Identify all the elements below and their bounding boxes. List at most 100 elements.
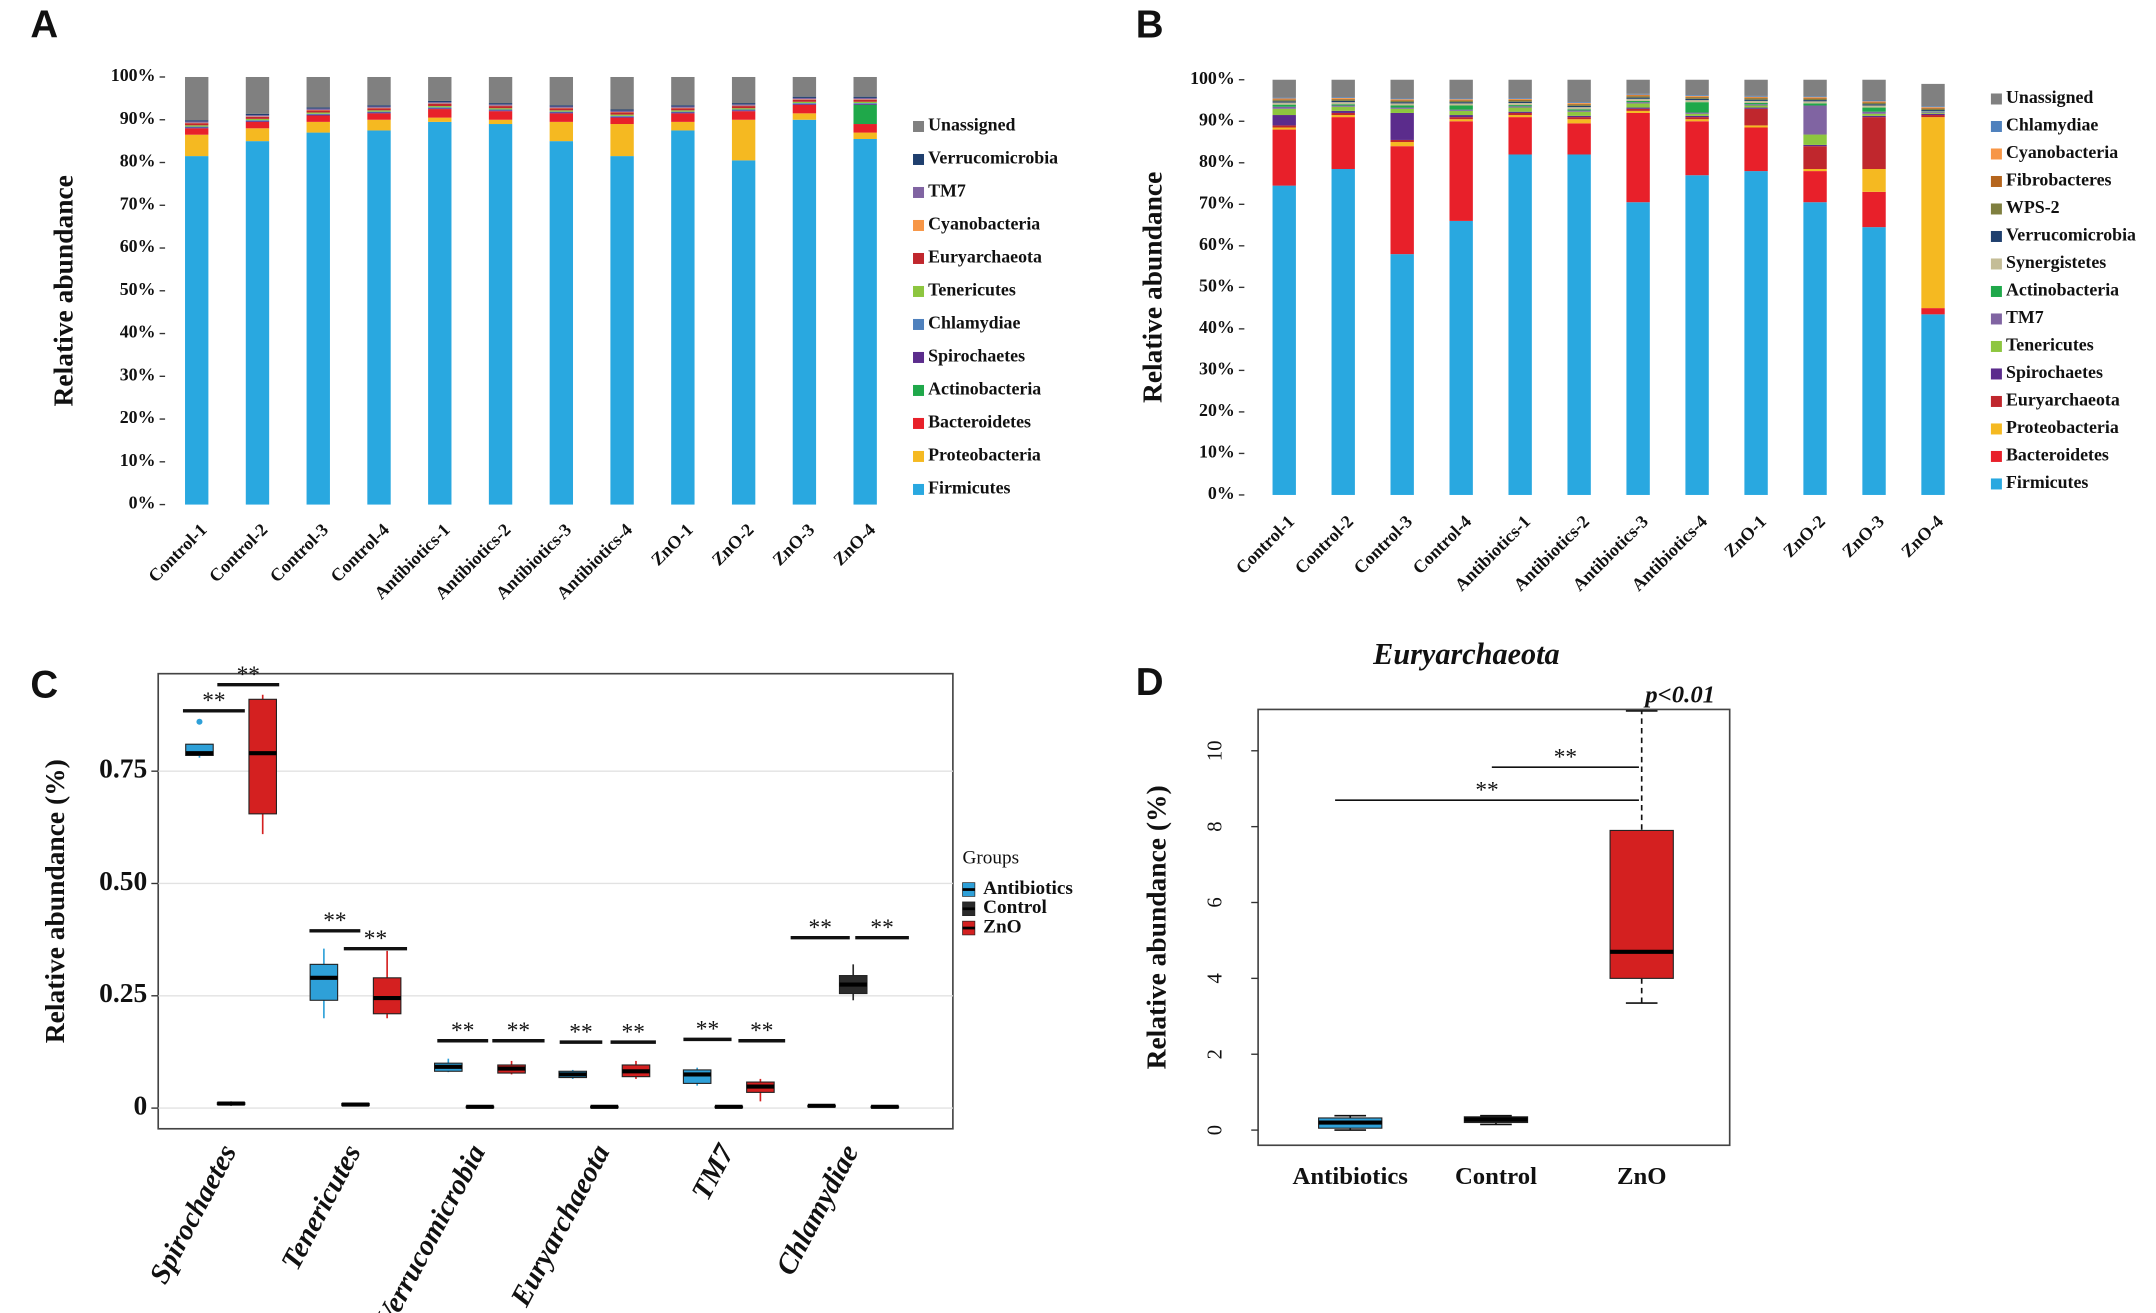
bar-segment — [185, 134, 209, 157]
bar-segment — [185, 120, 209, 122]
bar-segment — [245, 118, 270, 121]
bar-segment — [1390, 146, 1414, 255]
bar-segment — [792, 104, 817, 114]
legend-label: Actinobacteria — [928, 379, 1041, 399]
bar-segment — [1626, 79, 1650, 94]
legend-label: Euryarchaeota — [928, 247, 1042, 267]
bar-segment — [1390, 100, 1414, 101]
legend-swatch — [913, 219, 925, 231]
legend-swatch — [913, 384, 925, 396]
bar-segment — [1449, 79, 1473, 99]
bar-segment — [610, 115, 634, 117]
significance-label: ** — [364, 926, 387, 952]
bar-segment — [549, 108, 574, 111]
bar-segment — [1567, 104, 1591, 106]
legend-label: Cyanobacteria — [928, 214, 1040, 234]
legend-swatch — [1990, 395, 2002, 407]
legend-label: Tenericutes — [928, 280, 1016, 300]
significance-label: ** — [569, 1019, 592, 1045]
bar-segment — [428, 103, 452, 107]
legend-swatch — [1990, 285, 2002, 297]
bar-segment — [306, 114, 330, 116]
bar-segment — [1449, 109, 1473, 111]
y-tick-label: 100% — [1190, 68, 1235, 88]
bar-segment — [1449, 103, 1473, 106]
y-tick-label: 4 — [1205, 973, 1227, 983]
bar-segment — [1862, 111, 1886, 114]
bar-segment — [1685, 117, 1709, 120]
bar-segment — [1626, 94, 1650, 96]
bar-segment — [1862, 115, 1886, 118]
y-tick-label: 100% — [111, 65, 156, 85]
y-tick-label: 50% — [120, 279, 156, 299]
bar-segment — [1685, 95, 1709, 96]
bar-segment — [549, 121, 574, 142]
bar-segment — [1331, 110, 1355, 113]
box — [185, 743, 214, 756]
bar-segment — [1744, 125, 1768, 128]
bar-segment — [1272, 104, 1296, 107]
bar-segment — [1508, 102, 1532, 106]
bar-segment — [671, 108, 695, 111]
bar-segment — [1272, 127, 1296, 130]
bar-segment — [488, 103, 513, 105]
bar-segment — [1921, 107, 1945, 109]
bar-segment — [610, 109, 634, 111]
bar-segment — [549, 76, 574, 106]
bar-segment — [428, 109, 452, 118]
significance-label: ** — [507, 1018, 530, 1044]
bar-segment — [1390, 139, 1414, 143]
bar-segment — [1567, 103, 1591, 105]
box — [248, 698, 278, 815]
bar-segment — [1862, 101, 1886, 103]
legend-swatch — [1990, 450, 2002, 462]
bar-segment — [1626, 100, 1650, 103]
bar-segment — [185, 126, 209, 128]
y-tick-label: 0.50 — [99, 866, 147, 896]
bar-segment — [367, 110, 391, 112]
bar-segment — [1390, 103, 1414, 106]
bar-segment — [1626, 112, 1650, 203]
bar-segment — [1567, 102, 1591, 104]
bar-segment — [1744, 95, 1768, 97]
bar-segment — [1449, 121, 1473, 221]
bar-segment — [1508, 98, 1532, 99]
bar-segment — [1862, 102, 1886, 105]
bar-segment — [1508, 107, 1532, 112]
bar-segment — [306, 108, 330, 110]
y-tick-label: 80% — [1199, 151, 1235, 171]
box — [309, 963, 339, 1001]
bar-segment — [1626, 107, 1650, 109]
bar-segment — [1803, 144, 1827, 147]
legend-swatch — [1990, 148, 2002, 160]
legend-label: Firmicutes — [928, 478, 1010, 498]
bar-segment — [853, 132, 877, 139]
bar-segment — [1921, 308, 1945, 315]
bar-segment — [1744, 98, 1768, 100]
bar-segment — [1685, 95, 1709, 97]
bar-segment — [1331, 115, 1355, 118]
bar-segment — [1272, 99, 1296, 101]
bar-segment — [428, 106, 452, 108]
bar-segment — [1626, 96, 1650, 98]
legend-swatch — [913, 285, 925, 297]
bar-segment — [1331, 117, 1355, 170]
panel-label: C — [30, 664, 58, 707]
legend-swatch — [1990, 120, 2002, 132]
x-tick-label: Tenericutes — [275, 1139, 367, 1275]
bar-segment — [1449, 220, 1473, 495]
x-tick-label: ZnO-3 — [1838, 511, 1888, 561]
y-tick-label: 0% — [1208, 483, 1235, 503]
bar-segment — [1449, 98, 1473, 100]
bar-segment — [1744, 104, 1768, 106]
bar-segment — [1272, 129, 1296, 186]
bar-segment — [185, 127, 209, 129]
bar-segment — [488, 106, 513, 109]
significance-label: ** — [237, 662, 260, 688]
legend-label: Unassigned — [2006, 87, 2093, 107]
legend-label: TM7 — [2006, 307, 2044, 327]
bar-segment — [1508, 111, 1532, 113]
bar-segment — [428, 117, 452, 122]
bar-segment — [1862, 102, 1886, 103]
significance-label: ** — [323, 908, 346, 934]
